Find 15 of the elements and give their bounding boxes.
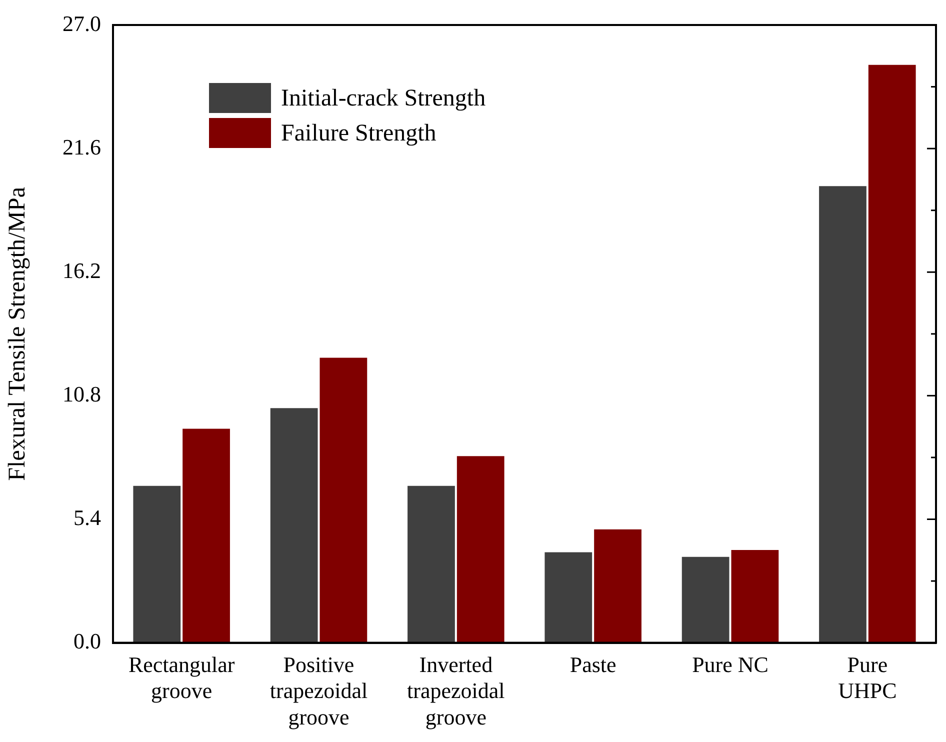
y-tick-label: 10.8 <box>62 381 101 406</box>
y-tick-label: 27.0 <box>62 10 101 36</box>
y-axis-title: Flexural Tensile Strength/MPa <box>4 186 31 481</box>
legend-label: Failure Strength <box>281 120 436 146</box>
x-tick-label: Rectangular groove <box>128 652 236 704</box>
y-tick-label: 0.0 <box>74 628 101 654</box>
y-tick-label: 16.2 <box>62 258 101 283</box>
x-tick-label: Pure NC <box>692 652 768 677</box>
y-tick-label: 21.6 <box>62 134 101 160</box>
legend-label: Initial-crack Strength <box>281 85 486 112</box>
x-tick-label: Positive trapezoidal groove <box>270 652 368 730</box>
x-tick-label: Inverted trapezoidal groove <box>407 652 505 730</box>
y-tick-label: 5.4 <box>74 505 101 530</box>
x-tick-label: Pure UHPC <box>838 652 897 704</box>
x-tick-label: Paste <box>570 652 616 677</box>
